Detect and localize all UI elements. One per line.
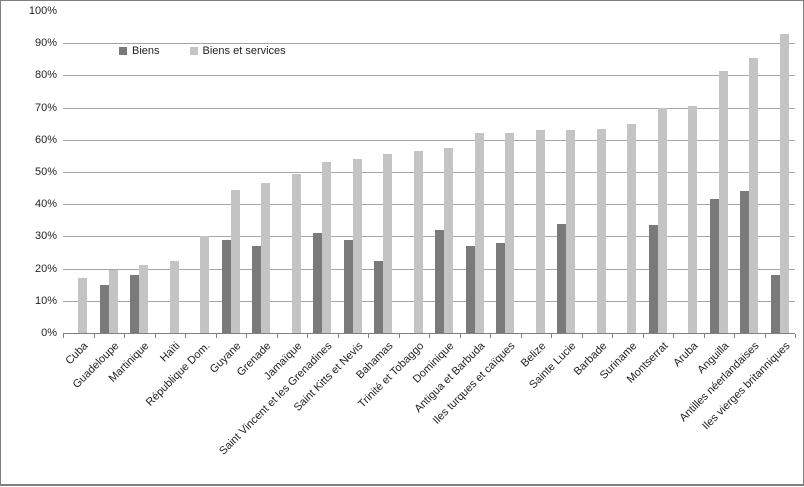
x-axis-tick — [764, 334, 766, 338]
bar-biens — [496, 242, 506, 333]
gridline — [63, 43, 795, 45]
bar-biens — [252, 246, 262, 333]
x-axis-tick — [490, 334, 491, 338]
y-axis-tick-label: 40% — [34, 198, 57, 211]
legend-item-biens: Biens — [119, 45, 160, 57]
gridline — [63, 139, 795, 141]
bar-biens — [648, 225, 658, 333]
y-axis-tick-label: 80% — [34, 69, 57, 82]
y-axis-tick-label: 10% — [34, 294, 57, 307]
gridline — [63, 204, 795, 206]
x-axis-tick — [154, 334, 156, 338]
legend-swatch-icon — [189, 47, 198, 55]
bar-biens-et-services — [322, 162, 332, 333]
x-axis-tick — [398, 334, 400, 338]
bar-biens-et-services — [78, 278, 88, 333]
x-axis-tick — [703, 334, 705, 338]
y-axis-tick-label: 90% — [34, 37, 57, 50]
x-axis-tick — [734, 334, 735, 338]
bar-biens-et-services — [230, 189, 240, 333]
bar-biens-et-services — [200, 236, 210, 333]
y-axis-tick-label: 30% — [34, 230, 57, 243]
bar-biens — [709, 199, 719, 333]
bar-biens — [313, 233, 323, 333]
x-axis-tick — [246, 334, 247, 338]
x-axis-tick — [276, 334, 278, 338]
gridline — [63, 107, 795, 109]
bar-biens — [465, 246, 475, 333]
bar-biens-et-services — [169, 260, 179, 333]
x-axis-tick — [124, 334, 125, 338]
legend-label: Biens et services — [202, 45, 286, 57]
x-axis-tick — [795, 334, 796, 338]
gridline — [63, 300, 795, 302]
bar-biens-et-services — [444, 147, 454, 333]
bar-biens — [740, 191, 750, 333]
y-axis-tick-label: 100% — [28, 5, 57, 17]
bar-biens-et-services — [749, 57, 759, 333]
y-axis-tick-label: 60% — [34, 133, 57, 146]
bar-biens-et-services — [688, 105, 698, 333]
bar-biens-et-services — [261, 183, 271, 333]
x-axis-tick — [459, 334, 461, 338]
bar-biens-et-services — [413, 151, 423, 333]
y-axis-tick-label: 50% — [34, 166, 57, 178]
x-axis-tick — [520, 334, 522, 338]
legend-label: Biens — [132, 45, 160, 57]
legend-swatch-icon — [119, 47, 127, 55]
bar-biens-et-services — [779, 33, 789, 333]
x-axis-tick — [93, 334, 95, 338]
x-axis-line — [63, 333, 795, 334]
x-axis-tick — [307, 334, 308, 338]
x-axis-tick — [429, 334, 430, 338]
bar-biens-et-services — [291, 173, 301, 333]
x-axis-tick — [337, 334, 339, 338]
y-axis-tick-label: 20% — [34, 262, 57, 275]
bar-biens — [770, 275, 780, 333]
bar-biens-et-services — [718, 70, 728, 333]
bar-biens-et-services — [474, 133, 484, 333]
gridline — [63, 75, 795, 77]
bar-biens — [557, 223, 567, 333]
x-axis-category-label: Haïti — [157, 340, 183, 365]
bar-biens-et-services — [139, 265, 149, 333]
legend: Biens Biens et services — [119, 45, 286, 57]
gridline — [63, 268, 795, 270]
x-axis-tick — [215, 334, 217, 338]
x-axis-tick — [185, 334, 186, 338]
bar-biens-et-services — [627, 123, 637, 333]
bar-biens — [435, 229, 445, 333]
bar-biens — [130, 275, 140, 333]
y-axis-tick-label: 0% — [41, 327, 57, 339]
bar-biens-et-services — [352, 159, 362, 333]
bar-biens — [221, 239, 231, 333]
x-axis-tick — [673, 334, 674, 338]
x-axis-tick — [581, 334, 583, 338]
legend-item-biens-et-services: Biens et services — [189, 45, 286, 57]
bar-biens-et-services — [566, 130, 576, 333]
bar-biens-et-services — [505, 133, 515, 333]
bar-biens-et-services — [535, 130, 545, 333]
gridline — [63, 236, 795, 238]
bar-biens-et-services — [657, 107, 667, 333]
x-axis-tick — [63, 334, 64, 338]
x-axis-tick — [612, 334, 613, 338]
bar-biens-et-services — [596, 128, 606, 333]
x-axis-tick — [642, 334, 644, 338]
gridline — [63, 172, 795, 173]
x-axis-tick — [551, 334, 552, 338]
x-axis-tick — [368, 334, 369, 338]
bar-biens-et-services — [108, 270, 118, 333]
bar-biens — [343, 239, 353, 333]
bar-biens — [99, 284, 109, 333]
bar-biens — [374, 260, 384, 333]
y-axis-tick-label: 70% — [34, 101, 57, 114]
bar-biens-et-services — [383, 154, 393, 333]
x-axis-category-label: Cuba — [63, 340, 91, 368]
